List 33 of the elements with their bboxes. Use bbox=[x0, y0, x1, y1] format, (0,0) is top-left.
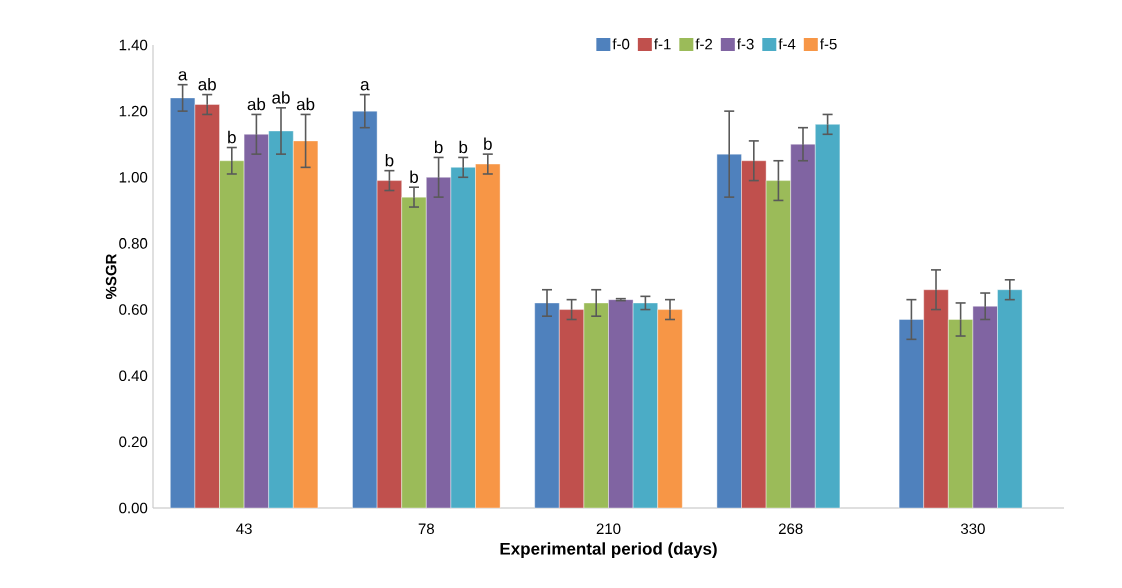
x-tick-label: 210 bbox=[596, 523, 621, 535]
data-label: b bbox=[459, 140, 468, 154]
y-tick-label: 0.80 bbox=[119, 238, 148, 249]
data-label: b bbox=[434, 140, 443, 154]
legend-label: f-4 bbox=[778, 38, 796, 50]
x-tick-label: 78 bbox=[418, 523, 434, 535]
data-label: b bbox=[385, 153, 394, 167]
y-tick-label: 1.00 bbox=[119, 171, 148, 183]
data-label: b bbox=[228, 130, 236, 144]
y-tick-label: 0.60 bbox=[119, 304, 148, 315]
x-tick-label: 268 bbox=[778, 523, 803, 535]
data-label: ab bbox=[296, 97, 315, 111]
y-tick-label: 0.20 bbox=[119, 436, 148, 448]
data-label: ab bbox=[198, 77, 216, 91]
x-tick-label: 330 bbox=[960, 523, 985, 535]
data-label: ab bbox=[247, 97, 266, 111]
y-tick-label: 1.20 bbox=[119, 105, 148, 117]
y-tick-label: 0.00 bbox=[119, 502, 148, 514]
y-tick-label: 1.40 bbox=[119, 39, 148, 51]
data-label: b bbox=[410, 170, 419, 184]
legend-label: f-0 bbox=[612, 38, 630, 50]
data-label: ab bbox=[272, 91, 290, 104]
y-tick-label: 0.40 bbox=[119, 370, 148, 382]
legend-label: f-5 bbox=[820, 38, 837, 50]
legend-label: f-2 bbox=[695, 38, 713, 50]
data-label: a bbox=[178, 71, 188, 81]
x-tick-label: 43 bbox=[236, 523, 252, 535]
data-label: a bbox=[360, 81, 370, 91]
legend-label: f-1 bbox=[654, 38, 671, 50]
data-label: b bbox=[484, 137, 492, 150]
legend-label: f-3 bbox=[737, 38, 754, 50]
y-axis-title: %SGR bbox=[105, 253, 117, 300]
x-axis-title: Experimental period (days) bbox=[500, 542, 717, 559]
